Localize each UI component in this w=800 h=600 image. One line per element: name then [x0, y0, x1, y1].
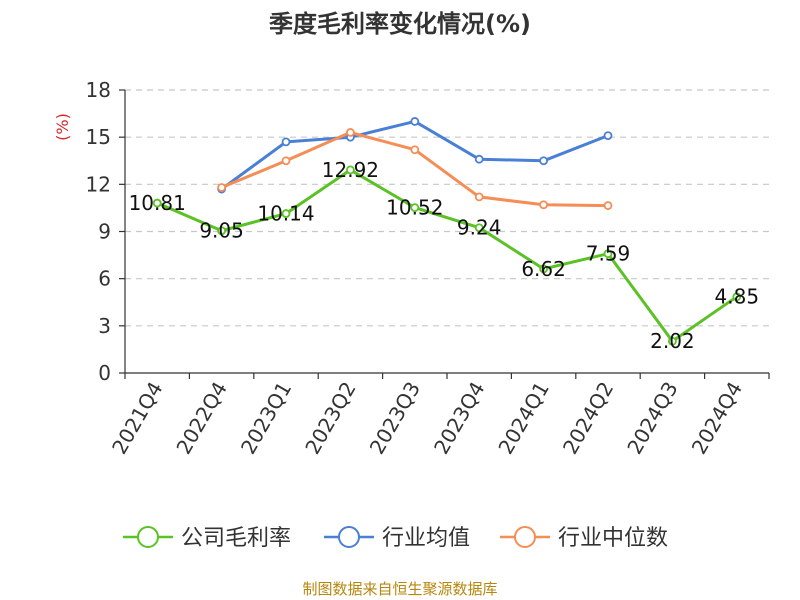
data-point [152, 198, 162, 208]
x-tick-label: 2021Q4 [107, 378, 167, 459]
y-axis-label: (%) [53, 113, 72, 141]
x-tick-label: 2024Q1 [493, 378, 553, 459]
legend-label: 公司毛利率 [181, 526, 291, 551]
series-line-0 [156, 168, 738, 343]
data-point [603, 201, 613, 210]
legend-swatch-marker [137, 526, 159, 548]
x-tick-label: 2023Q3 [365, 378, 425, 459]
data-label: 9.05 [199, 219, 244, 243]
data-point [474, 192, 484, 202]
data-point [281, 209, 291, 218]
data-labels: 10.81 9.05 10.14 12.92 10.52 9.24 6.62 7.59 2.02… [129, 158, 759, 353]
data-point [281, 137, 291, 147]
y-tick-label: 9 [98, 220, 111, 244]
legend-label: 行业中位数 [558, 526, 668, 551]
x-tick-label: 2023Q4 [429, 378, 489, 459]
legend-swatch-marker [338, 526, 360, 548]
series-line-1 [220, 119, 609, 191]
y-tick-label: 12 [86, 172, 111, 196]
x-tick-label: 2022Q4 [171, 378, 231, 459]
data-label: 12.92 [322, 158, 379, 182]
chart-title: 季度毛利率变化情况(%) [269, 10, 531, 38]
data-label: 10.52 [386, 196, 443, 220]
data-label: 2.02 [650, 329, 695, 353]
data-label: 6.62 [521, 257, 566, 281]
data-point [217, 226, 227, 236]
data-label: 10.81 [129, 191, 186, 215]
data-point [732, 292, 742, 302]
data-label: 4.85 [715, 285, 760, 309]
data-point [410, 203, 420, 213]
data-point [410, 117, 420, 126]
data-point [410, 145, 420, 155]
data-point [345, 165, 355, 175]
data-point [539, 200, 548, 210]
x-tick-label: 2024Q4 [687, 378, 747, 459]
data-point [474, 154, 484, 164]
y-tick-label: 18 [86, 78, 111, 102]
axes: 0 3 6 9 12 15 18 2021Q4 2022Q4 2023Q1 2023Q2 2023Q3… [86, 78, 770, 459]
y-tick-label: 6 [98, 267, 111, 291]
legend-swatch-marker [514, 526, 536, 548]
y-tick-label: 0 [98, 361, 111, 385]
y-tick-label: 3 [98, 314, 111, 338]
data-label: 10.14 [257, 202, 314, 226]
series-points [152, 117, 742, 346]
data-point [603, 131, 613, 140]
x-tick-label: 2024Q2 [558, 378, 618, 459]
legend: 公司毛利率 行业均值 行业中位数 [123, 526, 668, 551]
data-point [539, 264, 548, 274]
data-label: 7.59 [586, 242, 631, 266]
data-point [539, 156, 548, 166]
data-point [217, 183, 227, 192]
data-point [345, 128, 355, 137]
data-point [668, 336, 677, 346]
x-tick-label: 2023Q2 [300, 378, 360, 459]
data-point [281, 156, 291, 166]
data-point [474, 223, 484, 233]
gridlines [125, 89, 769, 327]
x-tick-label: 2024Q3 [622, 378, 682, 459]
legend-label: 行业均值 [382, 526, 470, 551]
x-tick-label: 2023Q1 [236, 378, 296, 459]
data-point [603, 249, 613, 259]
data-label: 9.24 [457, 216, 502, 240]
source-note: 制图数据来自恒生聚源数据库 [302, 580, 497, 598]
y-tick-label: 15 [86, 125, 111, 149]
